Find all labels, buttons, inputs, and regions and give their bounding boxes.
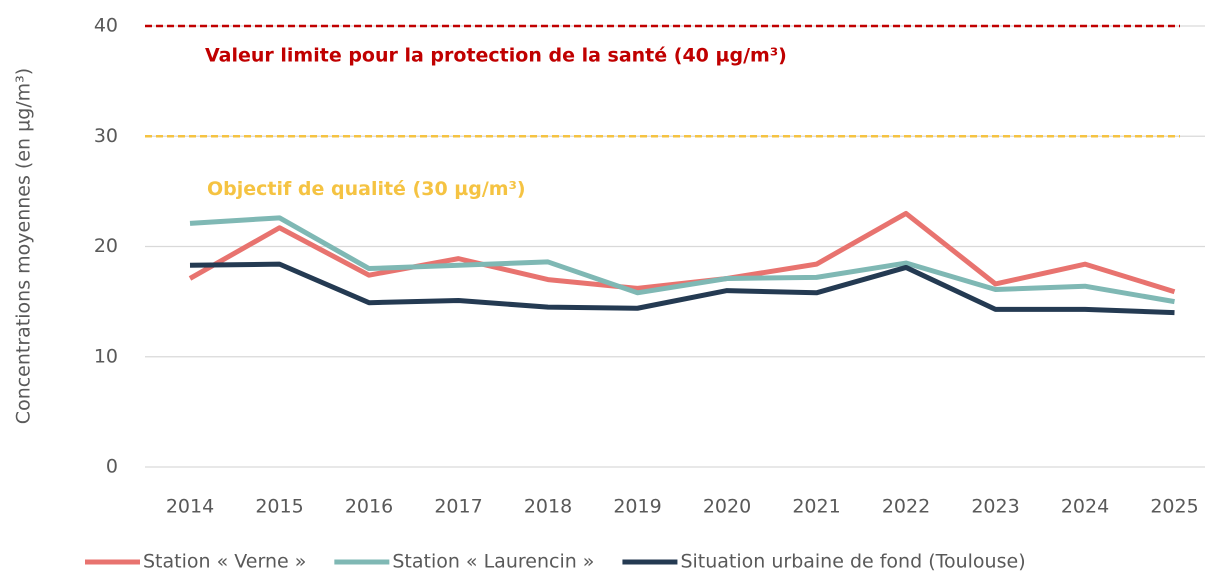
legend-label: Station « Verne »	[143, 551, 306, 573]
y-axis-label: Concentrations moyennes (en µg/m³)	[13, 68, 35, 424]
x-tick-label: 2018	[524, 496, 572, 518]
x-tick-label: 2025	[1150, 496, 1198, 518]
x-tick-label: 2024	[1061, 496, 1109, 518]
y-tick-label: 10	[94, 345, 118, 367]
y-tick-label: 0	[106, 456, 118, 478]
x-tick-label: 2017	[434, 496, 482, 518]
legend-label: Station « Laurencin »	[392, 551, 594, 573]
reference-label: Objectif de qualité (30 µg/m³)	[207, 178, 526, 200]
reference-label: Valeur limite pour la protection de la s…	[205, 45, 787, 67]
series-line	[189, 215, 1175, 305]
y-tick-label: 30	[94, 125, 118, 147]
x-tick-label: 2015	[255, 496, 303, 518]
y-tick-label: 40	[94, 15, 118, 37]
x-tick-label: 2019	[613, 496, 661, 518]
legend-label: Situation urbaine de fond (Toulouse)	[680, 551, 1025, 573]
x-tick-label: 2022	[882, 496, 930, 518]
series-line	[189, 261, 1175, 316]
x-tick-label: 2014	[166, 496, 214, 518]
x-tick-label: 2016	[345, 496, 393, 518]
x-tick-label: 2021	[792, 496, 840, 518]
x-tick-label: 2020	[703, 496, 751, 518]
x-tick-label: 2023	[971, 496, 1019, 518]
y-tick-label: 20	[94, 235, 118, 257]
